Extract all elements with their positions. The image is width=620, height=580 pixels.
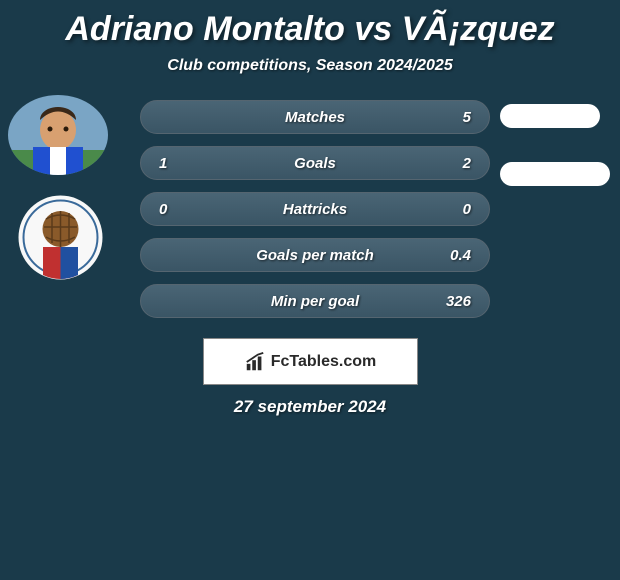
stat-label: Matches	[285, 109, 345, 126]
stat-row-min-per-goal: Min per goal 326	[140, 284, 490, 318]
stat-right-value: 326	[441, 293, 471, 310]
avatar-icon	[8, 95, 108, 175]
stat-row-goals-per-match: Goals per match 0.4	[140, 238, 490, 272]
stat-right-value: 0	[441, 201, 471, 218]
stat-left-value: 1	[159, 155, 189, 172]
chart-icon	[244, 351, 266, 373]
indicator-pill-2	[500, 162, 610, 186]
club-badge	[18, 195, 103, 280]
brand-box[interactable]: FcTables.com	[203, 338, 418, 385]
badge-icon	[18, 195, 103, 280]
stat-row-matches: Matches 5	[140, 100, 490, 134]
stat-label: Goals per match	[256, 247, 374, 264]
stat-row-hattricks: 0 Hattricks 0	[140, 192, 490, 226]
comparison-card: Adriano Montalto vs VÃ¡zquez Club compet…	[0, 0, 620, 427]
indicator-pill-1	[500, 104, 600, 128]
stat-row-goals: 1 Goals 2	[140, 146, 490, 180]
stat-rows: Matches 5 1 Goals 2 0 Hattricks 0 Goals …	[140, 100, 490, 318]
stat-left-value: 0	[159, 201, 189, 218]
stat-right-value: 2	[441, 155, 471, 172]
player-avatar-left	[8, 95, 108, 175]
brand-text: FcTables.com	[271, 353, 377, 371]
page-title: Adriano Montalto vs VÃ¡zquez	[0, 10, 620, 49]
stat-label: Goals	[294, 155, 336, 172]
stat-right-value: 0.4	[441, 247, 471, 264]
stat-label: Hattricks	[283, 201, 347, 218]
page-subtitle: Club competitions, Season 2024/2025	[0, 57, 620, 75]
stat-label: Min per goal	[271, 293, 359, 310]
footer-date: 27 september 2024	[0, 397, 620, 417]
stats-area: Matches 5 1 Goals 2 0 Hattricks 0 Goals …	[0, 100, 620, 318]
stat-right-value: 5	[441, 109, 471, 126]
